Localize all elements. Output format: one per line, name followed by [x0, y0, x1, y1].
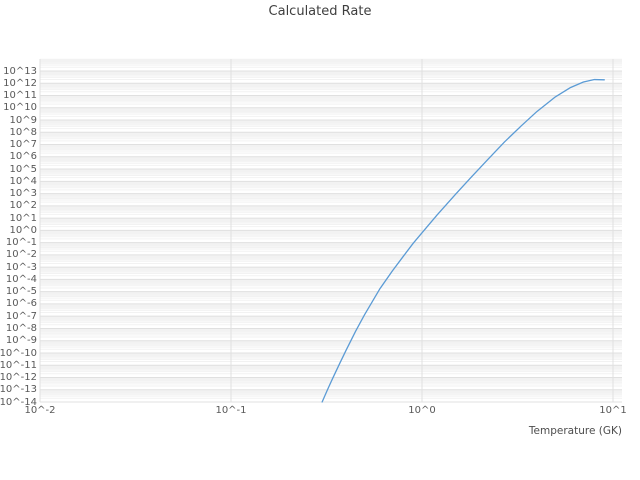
y-tick-label: 10^9: [9, 114, 37, 126]
x-tick-label: 10^1: [599, 405, 627, 416]
y-tick-label: 10^1: [9, 212, 37, 224]
y-tick-label: 10^2: [9, 200, 37, 212]
y-tick-label: 10^10: [3, 102, 37, 114]
y-tick-label: 10^-14: [0, 396, 37, 408]
y-tick-label: 10^-13: [0, 384, 37, 396]
y-tick-label: 10^-8: [5, 322, 37, 334]
y-tick-label: 10^4: [9, 175, 37, 187]
y-tick-label: 10^-12: [0, 372, 37, 383]
y-tick-label: 10^-9: [5, 335, 37, 347]
y-tick-label: 10^-4: [5, 273, 37, 285]
y-tick-label: 10^-1: [5, 237, 37, 249]
x-tick-label: 10^0: [408, 405, 436, 416]
x-tick-label: 10^-2: [24, 405, 56, 416]
x-tick-label: 10^-1: [215, 405, 247, 416]
y-tick-label: 10^13: [3, 65, 37, 77]
y-tick-label: 10^-5: [5, 286, 37, 298]
y-tick-label: 10^8: [9, 126, 37, 138]
y-tick-label: 10^7: [9, 139, 37, 150]
y-tick-label: 10^-6: [5, 298, 37, 310]
y-tick-label: 10^3: [9, 188, 37, 200]
y-tick-label: 10^0: [9, 224, 37, 236]
y-tick-label: 10^6: [9, 151, 37, 163]
y-tick-label: 10^-3: [5, 261, 37, 273]
y-tick-label: 10^-10: [0, 347, 37, 359]
x-axis-label: Temperature (GK): [528, 425, 622, 437]
y-tick-label: 10^12: [3, 77, 37, 89]
chart-title: Calculated Rate: [268, 4, 372, 19]
y-tick-label: 10^-7: [5, 310, 37, 322]
y-tick-label: 10^11: [3, 90, 37, 101]
y-tick-label: 10^-2: [5, 249, 37, 261]
y-tick-label: 10^-11: [0, 359, 37, 371]
rate-curve: [321, 78, 605, 403]
y-tick-label: 10^5: [9, 163, 37, 175]
